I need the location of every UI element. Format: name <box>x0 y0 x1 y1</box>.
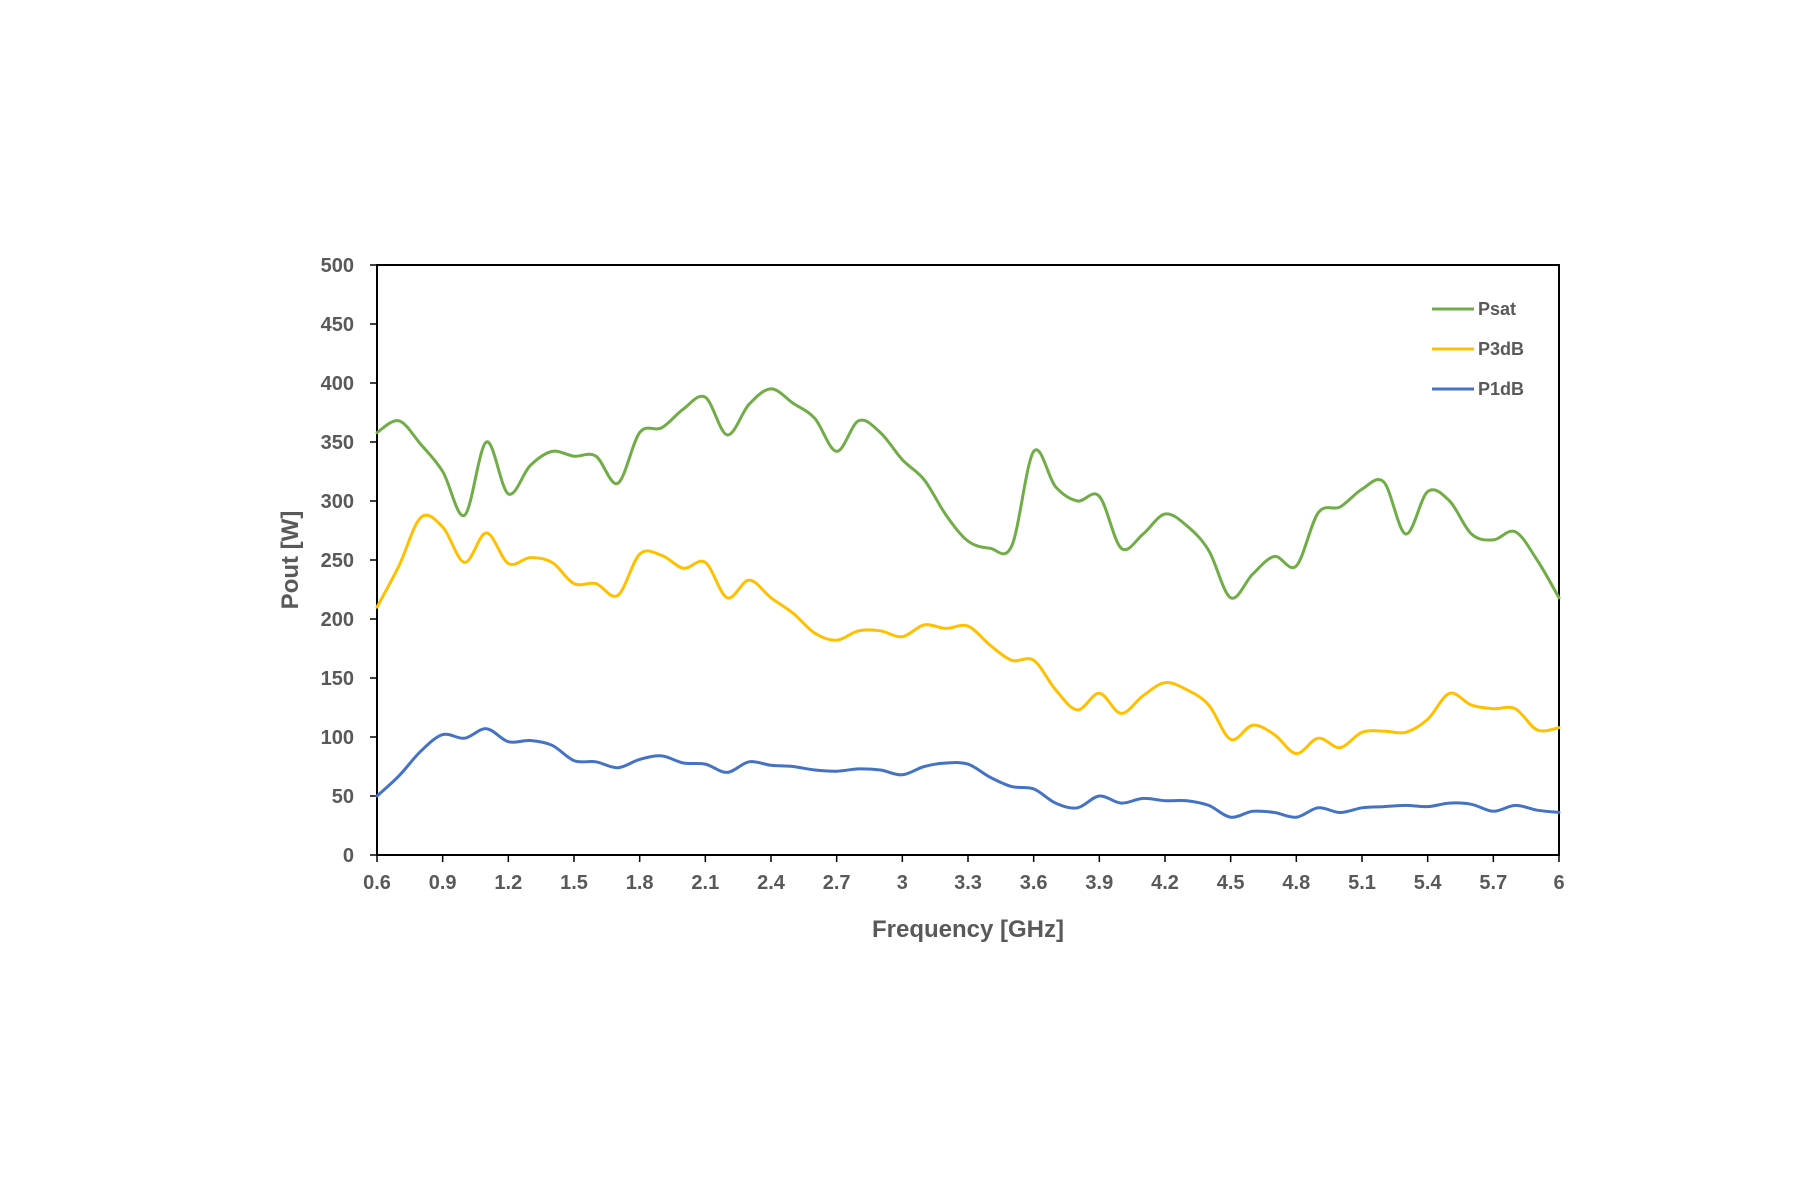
y-tick-label: 100 <box>321 727 354 749</box>
x-tick-label: 6 <box>1553 872 1564 894</box>
x-tick-label: 4.5 <box>1217 872 1245 894</box>
x-tick-label: 5.7 <box>1479 872 1507 894</box>
x-tick-label: 3.3 <box>954 872 982 894</box>
x-tick-label: 2.4 <box>757 872 786 894</box>
x-tick-label: 1.2 <box>494 872 522 894</box>
x-tick-label: 0.9 <box>429 872 457 894</box>
y-axis-title: Pout [W] <box>277 511 304 610</box>
y-tick-label: 200 <box>321 609 354 631</box>
y-tick-label: 350 <box>321 432 354 454</box>
series-line-p1db <box>375 727 1561 819</box>
y-tick-label: 450 <box>321 314 354 336</box>
y-tick-label: 400 <box>321 373 354 395</box>
y-tick-label: 50 <box>332 786 354 808</box>
legend-label-p1db: P1dB <box>1478 379 1524 399</box>
y-tick-label: 0 <box>343 845 354 867</box>
x-tick-label: 3.6 <box>1020 872 1048 894</box>
x-tick-label: 3 <box>897 872 908 894</box>
y-tick-label: 300 <box>321 491 354 513</box>
y-tick-label: 250 <box>321 550 354 572</box>
x-tick-label: 4.8 <box>1282 872 1310 894</box>
y-tick-label: 500 <box>321 255 354 277</box>
legend-label-psat: Psat <box>1478 299 1516 319</box>
y-tick-label: 150 <box>321 668 354 690</box>
legend-label-p3db: P3dB <box>1478 339 1524 359</box>
x-tick-label: 5.1 <box>1348 872 1376 894</box>
x-tick-label: 3.9 <box>1085 872 1113 894</box>
series-line-psat <box>375 387 1561 600</box>
x-tick-label: 1.8 <box>626 872 654 894</box>
x-tick-label: 2.7 <box>823 872 851 894</box>
x-tick-label: 0.6 <box>363 872 391 894</box>
plot-area-frame <box>376 264 1560 856</box>
x-tick-label: 2.1 <box>691 872 719 894</box>
axes-layer: 0.6 0.9 1.2 1.5 1.8 2.1 2.4 2.7 3 3.3 3.6 3.9 4.2 4.5… <box>321 255 1565 894</box>
x-tick-label: 4.2 <box>1151 872 1179 894</box>
legend: Psat P3dB P1dB <box>1432 299 1524 399</box>
series-layer <box>375 387 1561 819</box>
x-tick-label: 1.5 <box>560 872 588 894</box>
series-line-p3db <box>375 513 1561 755</box>
x-axis-title: Frequency [GHz] <box>872 916 1064 943</box>
x-tick-label: 5.4 <box>1414 872 1443 894</box>
